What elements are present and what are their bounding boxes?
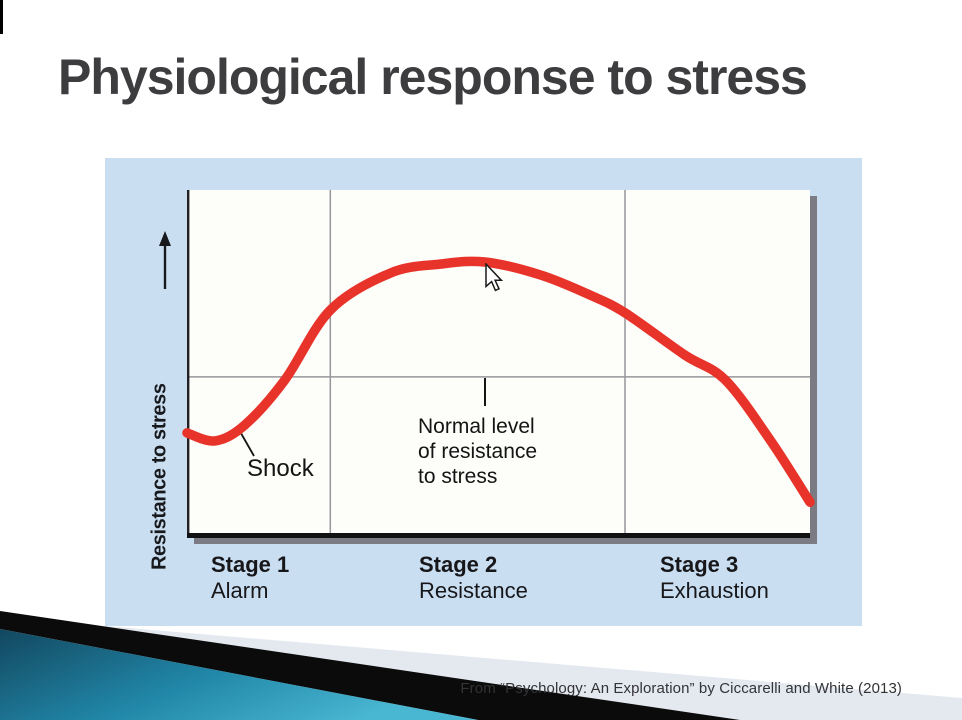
- normal-level-annotation: Normal level of resistance to stress: [418, 414, 537, 489]
- figure-panel: Resistance to stress Shock Normal level …: [105, 158, 862, 626]
- stress-curve: [182, 256, 815, 507]
- stage-name: Alarm: [211, 578, 269, 603]
- citation-text: From “Psychology: An Exploration” by Cic…: [460, 680, 902, 697]
- y-axis-arrow-icon: [159, 231, 171, 289]
- mouse-cursor-icon: [485, 263, 504, 292]
- stage-name: Exhaustion: [660, 578, 769, 603]
- stress-chart: [182, 190, 815, 538]
- black-stripe: [0, 611, 740, 720]
- screen-edge-artifact: [0, 0, 3, 34]
- plot-area: [182, 190, 815, 538]
- slide-title: Physiological response to stress: [58, 49, 808, 105]
- stage-label-resistance: Stage 2 Resistance: [419, 552, 528, 604]
- slide-footer-decoration: [0, 611, 962, 720]
- teal-wedge: [0, 629, 478, 720]
- stage-label-alarm: Stage 1 Alarm: [211, 552, 289, 604]
- shock-annotation: Shock: [247, 455, 314, 482]
- stage-number: Stage 1: [211, 552, 290, 577]
- normal-level-line: of resistance: [418, 440, 538, 463]
- normal-level-line: to stress: [418, 465, 498, 488]
- stage-label-exhaustion: Stage 3 Exhaustion: [660, 552, 769, 604]
- normal-level-line: Normal level: [418, 415, 535, 438]
- stage-name: Resistance: [419, 578, 528, 603]
- stage-number: Stage 3: [660, 552, 739, 577]
- stage-number: Stage 2: [419, 552, 498, 577]
